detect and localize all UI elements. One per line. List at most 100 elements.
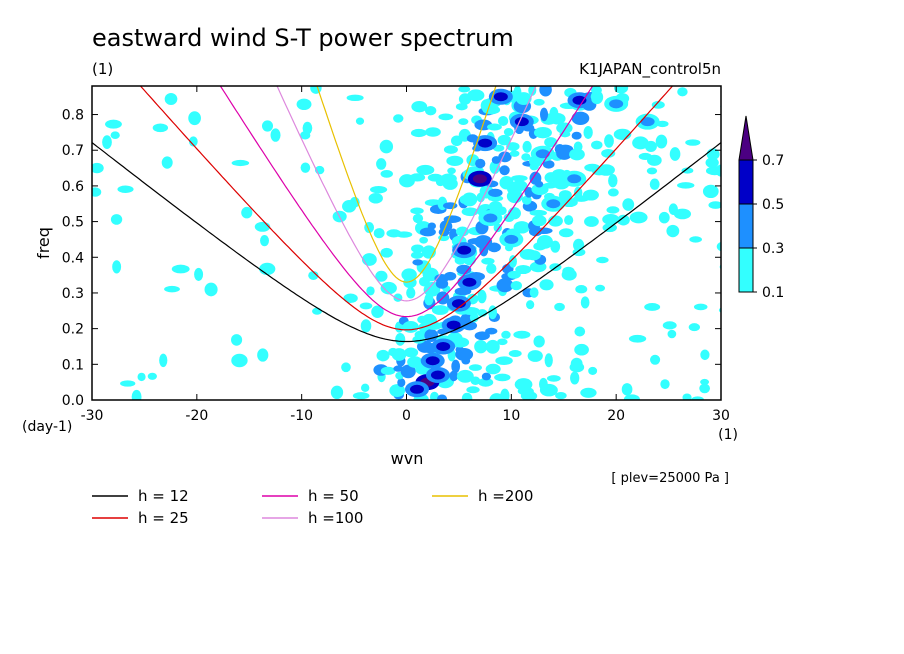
- power-cell: [159, 353, 168, 368]
- power-cell: [376, 158, 387, 170]
- power-cell: [456, 369, 474, 383]
- power-cell: [515, 92, 532, 106]
- power-cell: [406, 287, 416, 299]
- power-cell: [580, 296, 590, 309]
- power-cell: [590, 86, 602, 95]
- power-peak-core: [546, 199, 561, 209]
- power-cell: [346, 94, 364, 102]
- power-cell: [514, 378, 533, 391]
- power-cell: [511, 180, 528, 192]
- power-cell: [102, 135, 112, 149]
- power-cell: [485, 339, 500, 354]
- y-tick-label: 0.6: [62, 179, 84, 195]
- power-cell: [556, 122, 573, 134]
- power-cell: [527, 350, 543, 362]
- power-cell: [515, 264, 532, 275]
- x-unit-label: (1): [718, 427, 738, 443]
- dispersion-curves: [92, 86, 721, 343]
- power-cell: [260, 234, 269, 247]
- power-cell: [302, 121, 313, 135]
- power-cell: [644, 303, 661, 311]
- y-tick-label: 0.1: [62, 357, 84, 373]
- colorbar-label: 0.1: [762, 285, 784, 301]
- power-cell: [188, 136, 198, 147]
- power-cell: [231, 334, 243, 346]
- power-cell: [270, 128, 281, 142]
- power-cell: [580, 387, 597, 398]
- power-peak-core: [462, 277, 477, 287]
- power-cell: [171, 264, 190, 274]
- legend-label: h =200: [478, 487, 533, 505]
- power-cell: [481, 372, 492, 381]
- dispersion-curve: [316, 86, 497, 283]
- power-cell: [616, 214, 630, 226]
- power-cell: [606, 206, 620, 214]
- power-cell: [430, 391, 439, 400]
- power-cell: [513, 330, 531, 339]
- power-cell: [380, 281, 397, 295]
- y-tick-label: 0.7: [62, 143, 84, 159]
- power-cell: [440, 173, 457, 184]
- power-cell: [529, 209, 547, 217]
- power-cell: [300, 162, 311, 173]
- power-cell: [475, 158, 486, 169]
- power-cell: [446, 155, 464, 167]
- chart-subtitle-right: K1JAPAN_control5n: [579, 60, 721, 79]
- power-cell: [555, 391, 567, 400]
- power-cell: [647, 154, 662, 166]
- power-cell: [397, 378, 406, 388]
- power-cell: [449, 370, 459, 382]
- power-peak-core: [572, 95, 587, 105]
- power-peak-core: [425, 356, 440, 366]
- power-cell: [542, 160, 555, 169]
- colorbar-label: 0.5: [762, 197, 784, 213]
- power-cell: [455, 346, 464, 353]
- power-cell: [562, 266, 575, 276]
- power-cell: [370, 185, 388, 194]
- power-cell: [539, 377, 548, 391]
- power-cell: [702, 184, 719, 199]
- power-cell: [669, 147, 681, 161]
- legend-label: h = 25: [138, 509, 189, 527]
- power-cell: [546, 375, 561, 382]
- power-cell: [360, 319, 372, 333]
- power-cell: [497, 116, 509, 126]
- x-tick-label: 10: [502, 408, 520, 424]
- y-tick-label: 0.8: [62, 108, 84, 124]
- power-cell: [693, 303, 708, 311]
- power-cell: [487, 123, 502, 131]
- power-cell: [588, 366, 598, 375]
- power-cell: [487, 242, 501, 253]
- power-cell: [544, 137, 558, 148]
- power-cell: [355, 117, 365, 125]
- power-cell: [539, 107, 549, 122]
- power-cell: [501, 330, 511, 339]
- power-peak-core: [409, 384, 424, 394]
- power-cell: [474, 235, 493, 249]
- power-peak-core: [504, 234, 519, 244]
- x-axis-title: wvn: [391, 449, 424, 468]
- power-cell: [393, 114, 404, 123]
- power-cell: [341, 362, 351, 373]
- power-cell: [583, 126, 593, 139]
- power-cell: [682, 393, 692, 400]
- power-cell: [419, 227, 436, 237]
- power-peak-core: [472, 174, 487, 184]
- power-cell: [584, 216, 599, 227]
- power-cell: [497, 134, 512, 146]
- power-cell: [259, 262, 276, 276]
- power-cell: [623, 394, 640, 400]
- power-cell: [570, 357, 583, 370]
- power-cell: [715, 164, 721, 177]
- power-cell: [395, 333, 406, 346]
- power-cell: [425, 105, 437, 116]
- power-cell: [461, 392, 473, 400]
- power-cell: [719, 264, 721, 270]
- power-cell: [110, 131, 120, 140]
- power-cell: [231, 353, 248, 368]
- power-cell: [503, 128, 514, 137]
- power-cell: [573, 141, 583, 152]
- power-cell: [451, 359, 461, 374]
- power-cell: [443, 145, 458, 154]
- y-tick-label: 0.5: [62, 215, 84, 231]
